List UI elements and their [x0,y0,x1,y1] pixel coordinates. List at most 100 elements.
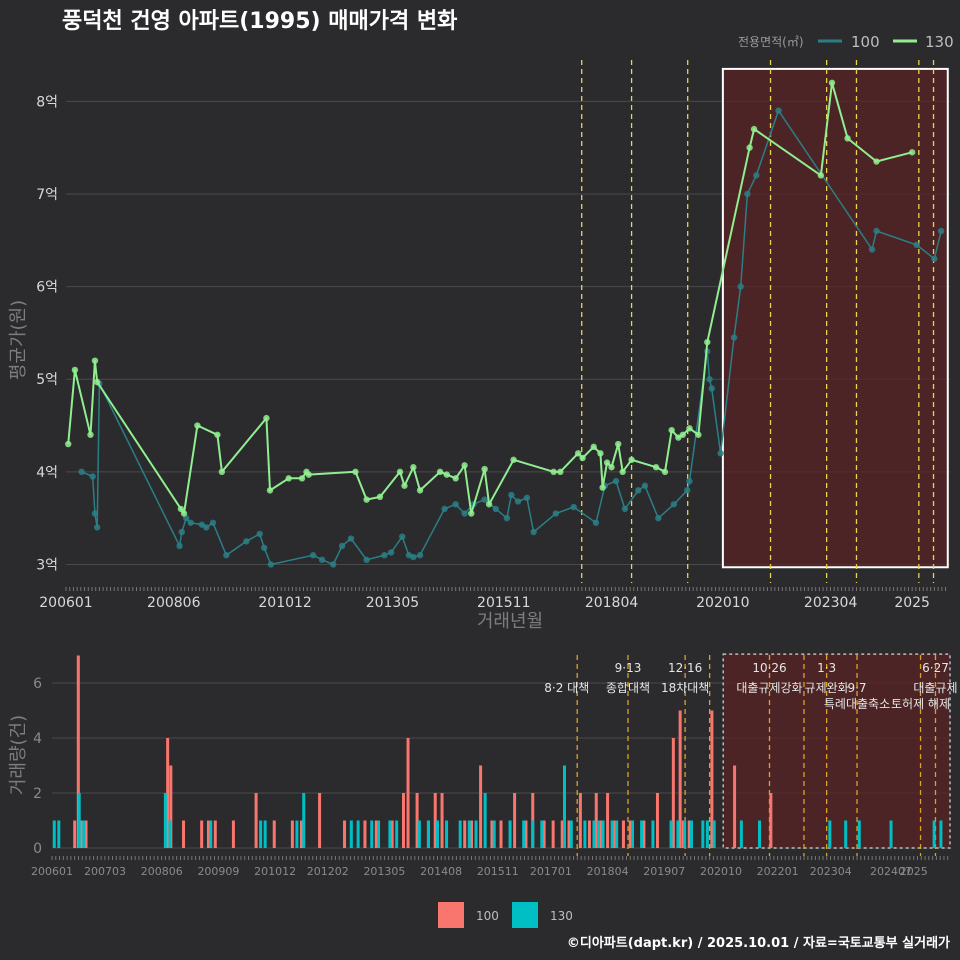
volume-bar-100-2 [80,820,84,848]
legend-label-100: 100 [851,33,880,51]
policy-annotation-2: 종합대책 [606,680,650,695]
volume-bar-130-24 [483,793,487,848]
volume-bar-100-48 [671,738,675,848]
series-100-point-2 [91,510,99,517]
volume-bar-100-8 [206,820,210,848]
volume-bar-100-25 [440,793,444,848]
series-100-point-46 [635,487,642,494]
series-130-point-9 [218,468,226,476]
volume-bar-100-14 [299,820,303,848]
series-100-point-0 [78,468,85,476]
policy-annotation-0: 8·2 대책 [544,680,589,695]
series-100-point-47 [641,482,649,489]
series-130-line [67,81,913,515]
series-100-point-19 [330,561,337,568]
legend-swatch-100 [438,902,464,928]
volume-bar-130-36 [610,820,614,848]
series-100-point-57 [737,283,744,290]
series-100-point-6 [178,528,185,536]
series-100-point-3 [93,524,101,531]
volume-bar-100-49 [678,710,682,848]
volume-bar-130-11 [349,820,353,848]
price-x-tick-label-0: 200601 [39,595,92,611]
series-130-point-2 [87,431,94,438]
series-130-point-12 [285,475,292,482]
series-130-point-30 [510,456,517,463]
series-130-point-57 [908,149,916,156]
volume-bar-100-44 [621,820,625,848]
volume-x-tick-label-11: 201907 [643,865,685,878]
series-100-point-51 [686,477,693,485]
volume-x-tick-label-14: 202304 [810,865,852,878]
bottom-legend: 100 130 [438,902,573,928]
series-130-point-49 [695,431,702,438]
volume-bar-130-22 [467,820,471,848]
series-130-point-31 [550,468,557,476]
series-130-point-32 [557,468,564,476]
series-100-point-40 [552,510,560,517]
volume-bar-100-28 [479,765,483,848]
volume-bar-130-53 [889,820,893,848]
series-100-point-37 [514,498,522,505]
volume-bar-100-19 [390,820,394,848]
volume-bar-130-23 [474,820,478,848]
price-x-tick-label-5: 201804 [585,595,639,611]
volume-bar-130-29 [540,820,544,848]
series-130-point-28 [481,465,488,473]
series-130-point-27 [468,510,475,517]
volume-bar-100-4 [166,738,170,848]
volume-bar-100-17 [363,820,367,848]
series-130-point-52 [750,125,758,133]
volume-bar-100-10 [231,820,235,848]
series-130-point-25 [452,475,459,482]
volume-bar-100-0 [73,820,77,848]
series-130-point-44 [661,468,669,476]
series-130-point-54 [828,79,836,86]
series-130-point-7 [194,422,201,429]
volume-bar-130-7 [259,820,263,848]
volume-bar-100-7 [200,820,204,848]
policy-annotation-7: 1·3 [817,661,836,675]
volume-bar-100-34 [542,820,546,848]
volume-bar-100-31 [513,793,517,848]
series-130-point-21 [410,464,417,471]
price-panel: 3억 4억 5억 6억 7억 8억 200601 200806 201012 201305 2015… [36,60,950,611]
volume-bar-130-31 [569,820,573,848]
series-130-point-39 [608,464,615,471]
volume-bar-100-22 [415,793,419,848]
price-highlight-box [721,67,949,569]
policy-annotation-3: 12·16 [668,661,702,675]
series-130-point-48 [686,425,693,432]
volume-bar-100-43 [612,820,616,848]
chart-title: 풍덕천 건영 아파트(1995) 매매가격 변화 [62,9,457,34]
series-130-point-6 [180,510,188,517]
series-100-point-18 [318,556,326,564]
volume-bar-130-45 [701,820,705,848]
volume-bar-130-27 [522,820,526,848]
series-100-point-64 [931,255,938,262]
volume-bar-130-18 [426,820,430,848]
volume-bar-130-26 [508,820,512,848]
volume-bar-100-38 [578,793,582,848]
series-130-point-19 [396,468,404,476]
policy-annotation-8: 규제완화 [805,681,849,695]
volume-x-tick-label-8: 201511 [477,865,519,878]
price-x-tick-label-4: 201511 [477,595,530,611]
series-130-point-16 [352,468,359,476]
legend-label-130: 130 [925,33,954,51]
footer-credit: ©디아파트(dapt.kr) / 2025.10.01 / 자료=국토교통부 실… [567,935,950,951]
price-x-tick-label-7: 202304 [804,595,858,611]
volume-bar-130-51 [844,820,848,848]
series-100-point-14 [256,530,263,538]
volume-bar-130-4 [163,793,167,848]
volume-x-tick-label-0: 200601 [31,865,73,878]
volume-x-tick-label-9: 201701 [530,865,572,878]
volume-bar-100-27 [470,820,474,848]
volume-axis-title: 거래량(건) [8,715,29,795]
series-100-point-27 [410,553,417,561]
volume-bar-130-34 [597,820,601,848]
price-tick-label-2: 5억 [36,372,58,388]
volume-x-tick-label-10: 201804 [587,865,629,878]
series-130-point-10 [263,414,270,422]
series-130-point-55 [844,135,851,142]
